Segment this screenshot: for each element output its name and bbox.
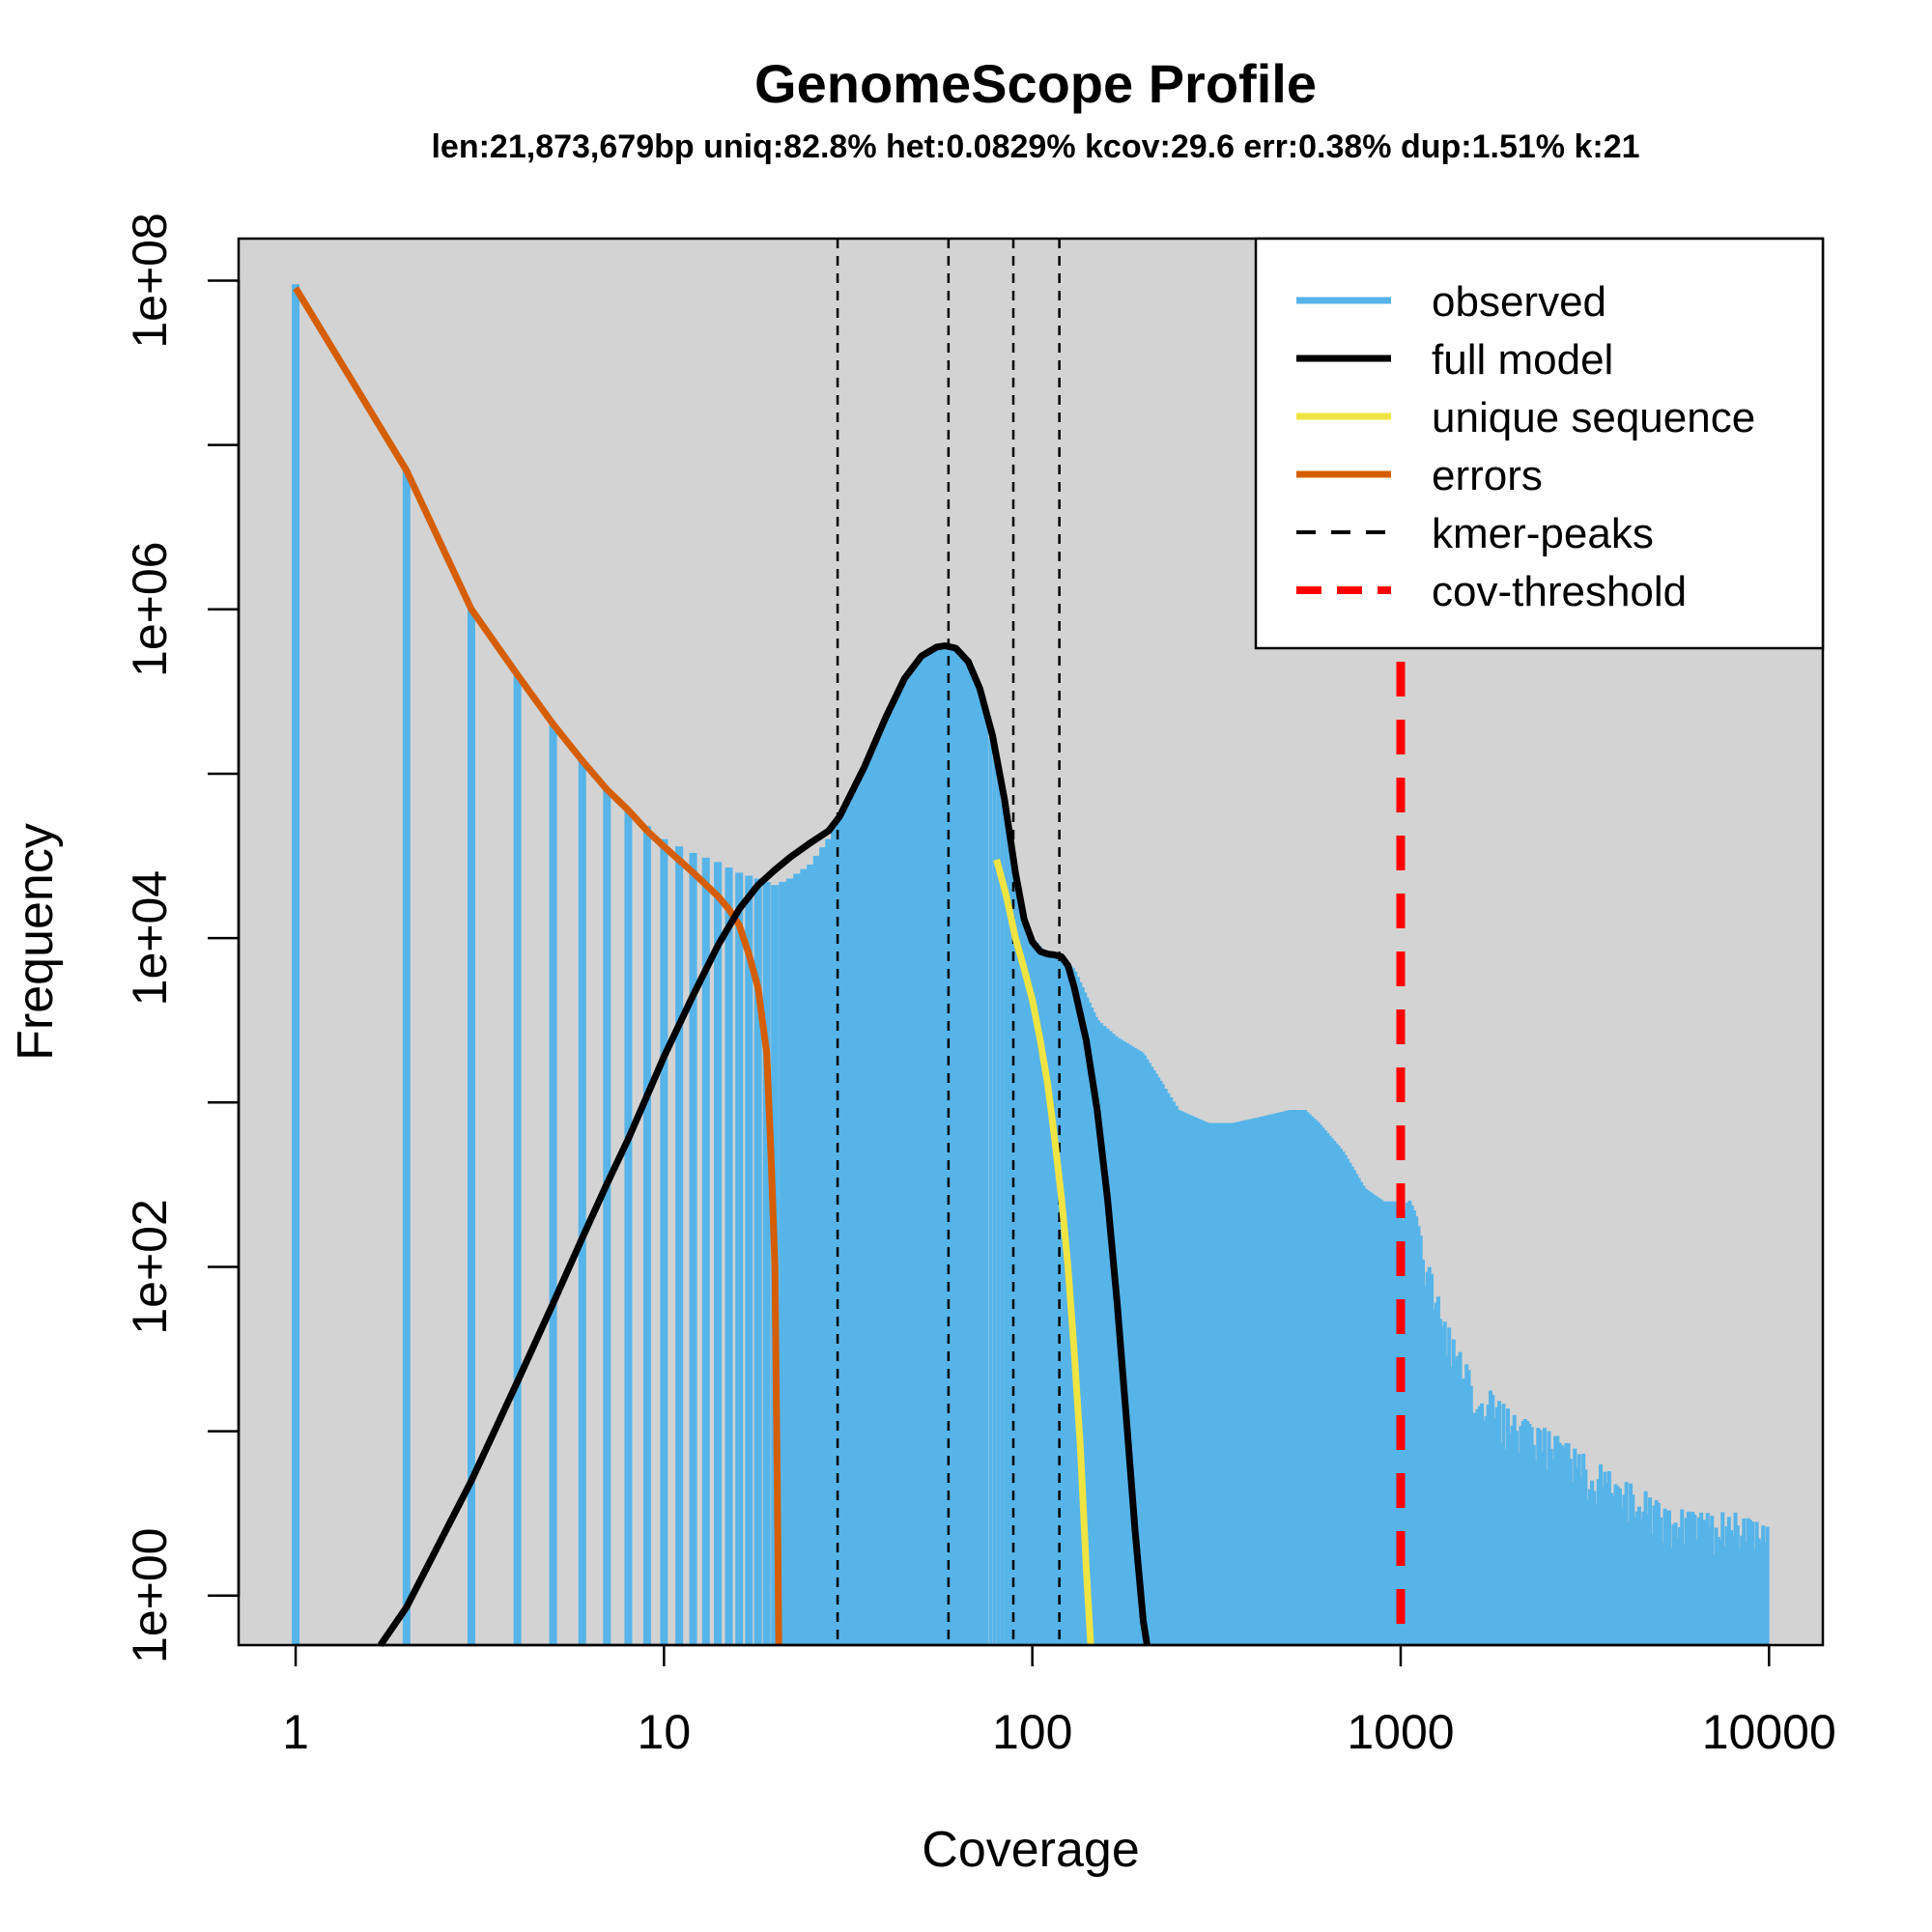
y-axis: 1e+00 1e+02 1e+04 1e+06 1e+08 — [123, 213, 241, 1663]
legend-label: kmer-peaks — [1432, 510, 1654, 557]
y-tick-label: 1e+02 — [123, 1199, 177, 1334]
x-axis-label: Coverage — [922, 1822, 1139, 1878]
x-axis: 1 10 100 1000 10000 — [282, 1643, 1836, 1759]
y-tick-label: 1e+00 — [123, 1528, 177, 1663]
x-tick-label: 10 — [638, 1705, 692, 1759]
legend: observed full model unique sequence errors k… — [1254, 237, 1825, 650]
x-tick-label: 1 — [282, 1705, 309, 1759]
x-tick-label: 100 — [992, 1705, 1072, 1759]
y-tick-label: 1e+08 — [123, 213, 177, 348]
unique-sequence-curve — [993, 858, 1094, 1646]
observed-bars — [292, 284, 1770, 1645]
chart-title: GenomeScope Profile — [754, 53, 1317, 114]
model-curves — [293, 286, 1151, 1647]
x-tick-label: 10000 — [1702, 1705, 1836, 1759]
legend-box — [1254, 237, 1825, 650]
legend-label: cov-threshold — [1432, 568, 1687, 615]
legend-label: observed — [1432, 278, 1606, 326]
legend-label: full model — [1432, 336, 1613, 384]
full-model-curve — [378, 642, 1151, 1647]
y-tick-label: 1e+06 — [123, 542, 177, 677]
legend-label: unique sequence — [1432, 394, 1755, 441]
x-tick-label: 1000 — [1347, 1705, 1454, 1759]
y-tick-label: 1e+04 — [123, 870, 177, 1006]
chart-subtitle: len:21,873,679bp uniq:82.8% het:0.0829% … — [431, 128, 1639, 165]
y-axis-label: Frequency — [8, 823, 64, 1061]
errors-curve — [293, 286, 782, 1646]
legend-label: errors — [1432, 452, 1543, 499]
